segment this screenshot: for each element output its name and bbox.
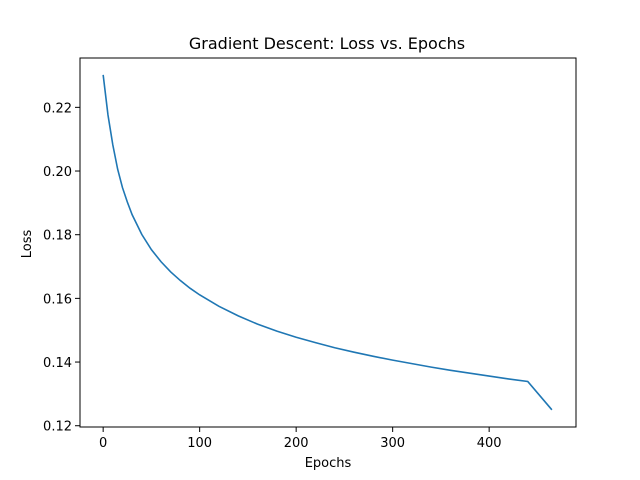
y-tick-label: 0.14 [43, 356, 72, 371]
x-axis: 0 100 200 300 400 [99, 427, 502, 451]
y-axis-label: Loss [20, 230, 35, 259]
chart-title: Gradient Descent: Loss vs. Epochs [189, 34, 465, 53]
y-tick-label: 0.12 [43, 420, 72, 435]
x-axis-label: Epochs [305, 456, 352, 471]
plot-area [79, 57, 577, 428]
x-tick-label: 400 [477, 436, 502, 451]
x-tick-label: 300 [380, 436, 405, 451]
y-tick-label: 0.18 [43, 229, 72, 244]
x-tick-label: 200 [284, 436, 309, 451]
y-axis: 0.12 0.14 0.16 0.18 0.20 0.22 [43, 101, 80, 435]
y-tick-label: 0.16 [43, 292, 72, 307]
y-tick-label: 0.22 [43, 101, 72, 116]
loss-series-line [102, 74, 553, 411]
x-tick-label: 100 [187, 436, 212, 451]
y-tick-label: 0.20 [43, 165, 72, 180]
x-tick-label: 0 [99, 436, 107, 451]
